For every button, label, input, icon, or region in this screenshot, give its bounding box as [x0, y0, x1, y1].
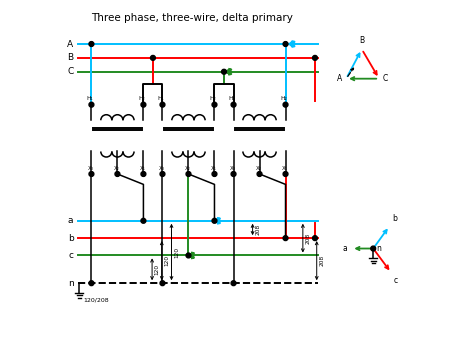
Circle shape [89, 102, 94, 107]
Text: 208: 208 [319, 255, 325, 266]
Circle shape [141, 172, 146, 176]
Circle shape [221, 69, 227, 74]
Text: c: c [68, 251, 73, 260]
Text: X₁: X₁ [282, 166, 288, 171]
Circle shape [89, 172, 94, 176]
Text: C: C [67, 67, 73, 76]
Text: 120: 120 [174, 246, 179, 258]
Text: c: c [394, 276, 398, 285]
Circle shape [186, 172, 191, 176]
Text: A: A [337, 74, 342, 83]
Circle shape [283, 42, 288, 46]
Text: C: C [383, 74, 388, 83]
Text: X₃: X₃ [88, 166, 94, 171]
Circle shape [231, 281, 236, 286]
Circle shape [312, 236, 318, 240]
Circle shape [212, 218, 217, 223]
Text: X₂: X₂ [256, 166, 262, 171]
Text: B: B [359, 36, 365, 45]
Text: b: b [392, 214, 397, 223]
Circle shape [212, 102, 217, 107]
Text: a: a [343, 244, 347, 253]
Text: B: B [67, 53, 73, 62]
Text: H₂: H₂ [139, 95, 146, 101]
Circle shape [231, 102, 236, 107]
Circle shape [160, 281, 165, 286]
Circle shape [371, 246, 375, 251]
Text: X₃: X₃ [230, 166, 236, 171]
Circle shape [89, 281, 94, 286]
Text: H₁: H₁ [87, 95, 93, 101]
Text: n: n [68, 279, 73, 288]
Circle shape [257, 172, 262, 176]
Text: 120: 120 [164, 255, 170, 266]
Text: Three phase, three-wire, delta primary: Three phase, three-wire, delta primary [91, 13, 293, 23]
Circle shape [151, 55, 155, 60]
Text: X₁: X₁ [211, 166, 217, 171]
Circle shape [141, 218, 146, 223]
Circle shape [186, 253, 191, 258]
Text: H₂: H₂ [281, 95, 288, 101]
Text: a: a [68, 216, 73, 225]
Circle shape [283, 102, 288, 107]
Text: H₁: H₁ [158, 95, 164, 101]
Text: 120: 120 [155, 264, 160, 275]
Circle shape [212, 172, 217, 176]
Text: X₂: X₂ [185, 166, 191, 171]
Circle shape [231, 172, 236, 176]
Text: X₂: X₂ [114, 166, 119, 171]
Circle shape [160, 102, 165, 107]
Text: n: n [377, 244, 382, 253]
Circle shape [160, 172, 165, 176]
Circle shape [115, 172, 120, 176]
Text: 208: 208 [255, 224, 260, 235]
Text: b: b [68, 234, 73, 243]
Text: X₃: X₃ [159, 166, 165, 171]
Text: X₁: X₁ [140, 166, 146, 171]
Circle shape [312, 55, 318, 60]
Circle shape [283, 172, 288, 176]
Text: 208: 208 [306, 232, 310, 244]
Circle shape [283, 236, 288, 240]
Text: H₂: H₂ [210, 95, 217, 101]
Circle shape [141, 102, 146, 107]
Text: A: A [67, 40, 73, 48]
Text: H₁: H₁ [229, 95, 236, 101]
Circle shape [89, 42, 94, 46]
Text: 120/208: 120/208 [84, 298, 109, 303]
